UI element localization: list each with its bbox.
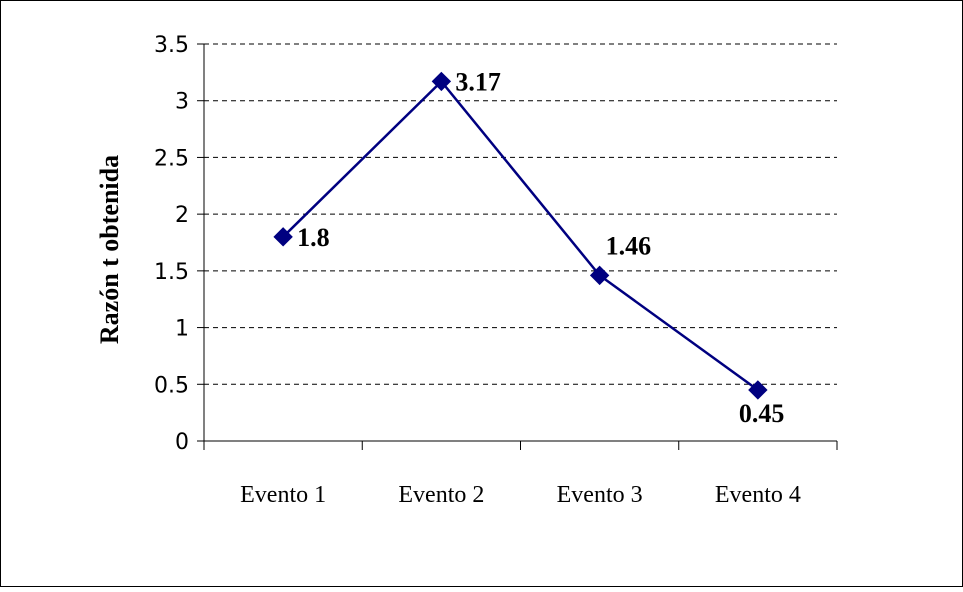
axes [197,43,838,450]
y-tick-label: 3.5 [154,33,189,58]
y-tick-label: 0.5 [154,373,189,398]
y-tick-label: 2 [175,203,189,228]
y-tick-label: 1.5 [154,260,189,285]
data-markers [273,71,768,400]
y-tick-label: 2.5 [154,146,189,171]
x-category-label: Evento 3 [557,482,643,508]
diamond-marker [431,71,452,92]
x-category-label: Evento 4 [715,482,801,508]
tick-labels: 0 0.5 1 1.5 2 2.5 3 3.5 [154,33,189,455]
y-tick-label: 1 [175,317,189,342]
series-line [282,79,759,391]
gridlines [204,43,837,385]
data-label: 3.17 [455,67,501,96]
data-labels: 1.8 3.17 1.46 0.45 [297,67,784,428]
y-axis-title: Razón t obtenida [95,155,124,344]
data-label: 0.45 [739,399,785,428]
data-label: 1.46 [606,231,652,260]
diamond-marker [748,380,768,400]
y-tick-label: 0 [175,430,189,455]
data-label: 1.8 [297,223,330,252]
x-category-label: Evento 1 [240,482,326,508]
x-category-label: Evento 2 [398,482,484,508]
y-tick-label: 3 [175,90,189,115]
category-labels: Evento 1 Evento 2 Evento 3 Evento 4 [240,482,801,508]
diamond-marker [589,265,610,286]
diamond-marker [273,227,293,247]
series-line [282,79,759,391]
